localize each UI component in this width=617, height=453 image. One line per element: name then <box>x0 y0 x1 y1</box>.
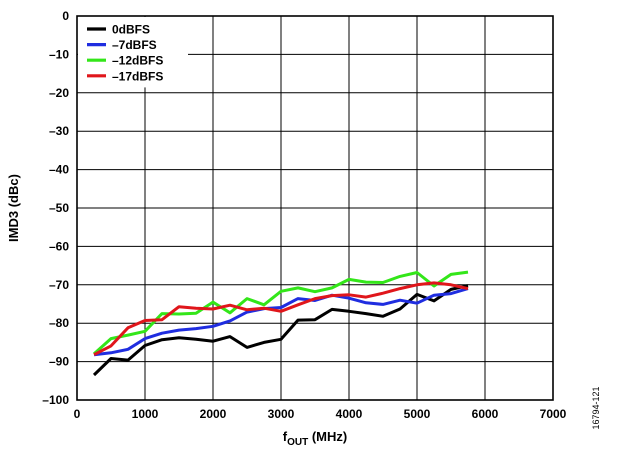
x-tick-label: 4000 <box>336 407 363 421</box>
y-tick-label: –30 <box>49 124 69 138</box>
y-tick-label: –90 <box>49 355 69 369</box>
series-line-1 <box>93 287 469 357</box>
x-tick-label: 3000 <box>268 407 295 421</box>
y-tick-label: 0 <box>62 9 69 23</box>
x-axis-label-main: f <box>283 429 288 444</box>
legend: 0dBFS–7dBFS –12dBFS–17dBFS <box>78 17 188 88</box>
y-tick-label: –50 <box>49 201 69 215</box>
x-tick-label: 5000 <box>404 407 431 421</box>
y-tick-label: –10 <box>49 47 69 61</box>
y-axis-label: IMD3 (dBc) <box>6 174 21 242</box>
legend-label: –17dBFS <box>112 69 163 83</box>
plot-frame <box>76 15 554 401</box>
grid-lines <box>76 15 554 401</box>
series-line-3 <box>93 281 469 357</box>
y-tick-label: –60 <box>49 239 69 253</box>
x-tick-label: 1000 <box>132 407 159 421</box>
x-tick-labels: 0 1000 2000 3000 4000 5000 6000 7000 <box>74 407 567 421</box>
y-tick-labels: 0 –10 –20 –30 –40 –50 –60 –70 –80 –90 –100 <box>42 9 69 407</box>
x-tick-label: 6000 <box>472 407 499 421</box>
x-tick-label: 2000 <box>200 407 227 421</box>
x-tick-label: 7000 <box>540 407 567 421</box>
legend-label: –12dBFS <box>112 54 163 68</box>
figure-id: 16794-121 <box>591 386 601 429</box>
series-lines <box>92 270 469 377</box>
y-tick-label: –100 <box>42 393 69 407</box>
x-axis-label: fOUT (MHz) <box>283 429 347 448</box>
x-axis-label-subscript: OUT <box>287 437 308 448</box>
y-tick-label: –80 <box>49 316 69 330</box>
x-axis-label-unit: (MHz) <box>308 429 347 444</box>
x-tick-label: 0 <box>74 407 81 421</box>
series-line-0 <box>92 284 469 377</box>
y-tick-label: –40 <box>49 163 69 177</box>
y-tick-label: –70 <box>49 278 69 292</box>
legend-label: 0dBFS <box>112 23 150 37</box>
y-tick-label: –20 <box>49 86 69 100</box>
legend-label: –7dBFS <box>112 38 157 52</box>
